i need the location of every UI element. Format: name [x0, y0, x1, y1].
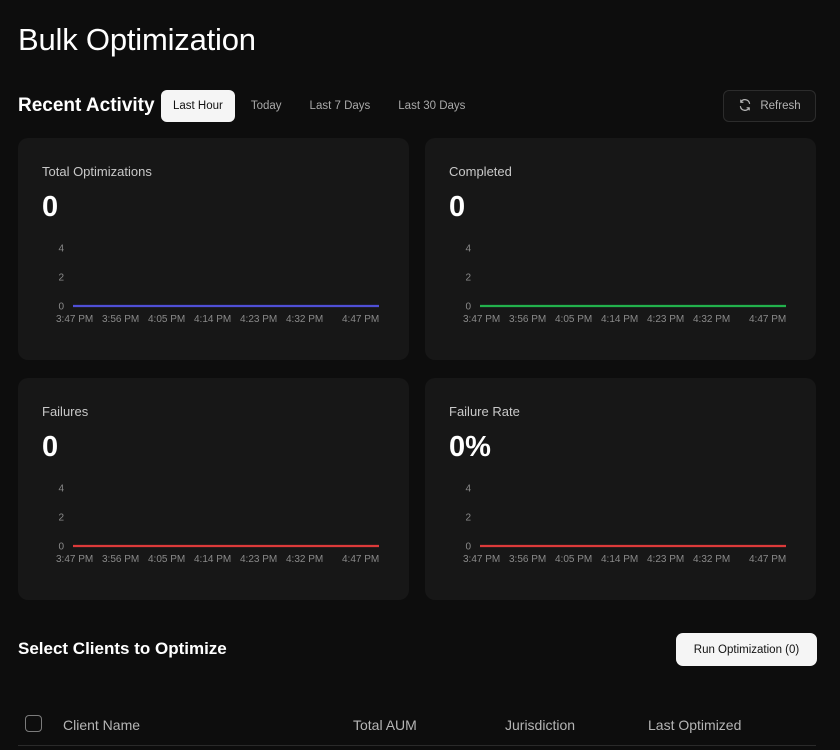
x-tick-label: 3:47 PM	[56, 314, 93, 325]
y-tick-label: 0	[465, 302, 471, 313]
y-tick-label: 4	[465, 484, 471, 495]
y-tick-label: 2	[465, 513, 471, 524]
column-client-name[interactable]: Client Name	[63, 717, 141, 733]
card-completed: Completed 0 0 2 4 3:47 PM 3:56 PM 4:05 PM 4:14…	[425, 138, 816, 360]
x-tick-label: 4:05 PM	[555, 554, 592, 565]
select-all-checkbox[interactable]	[25, 715, 42, 732]
tab-last-30-days[interactable]: Last 30 Days	[398, 100, 466, 112]
failures-chart: 0 2 4 3:47 PM 3:56 PM 4:05 PM 4:14 PM 4:23 PM 4:…	[56, 484, 379, 566]
x-tick-label: 3:56 PM	[509, 314, 546, 325]
x-tick-label: 4:14 PM	[601, 554, 638, 565]
x-tick-label: 3:56 PM	[102, 314, 139, 325]
recent-activity-title: Recent Activity	[18, 95, 155, 116]
refresh-label: Refresh	[760, 100, 801, 112]
y-tick-label: 4	[58, 484, 64, 495]
x-tick-label: 4:14 PM	[194, 554, 231, 565]
recent-activity-toolbar: Recent Activity Last Hour Today Last 7 D…	[18, 90, 816, 122]
x-tick-label: 3:47 PM	[463, 314, 500, 325]
clients-table-header: Client Name Total AUM Jurisdiction Last …	[18, 708, 816, 742]
tab-last-hour[interactable]: Last Hour	[161, 90, 235, 122]
run-optimization-button[interactable]: Run Optimization (0)	[676, 633, 817, 666]
card-value: 0	[42, 431, 59, 463]
y-tick-label: 2	[58, 513, 64, 524]
x-tick-label: 4:32 PM	[286, 314, 323, 325]
tab-last-7-days[interactable]: Last 7 Days	[309, 100, 371, 112]
x-tick-label: 3:47 PM	[463, 554, 500, 565]
card-value: 0%	[449, 431, 491, 463]
x-tick-label: 3:56 PM	[509, 554, 546, 565]
x-tick-label: 4:23 PM	[647, 554, 684, 565]
select-clients-title: Select Clients to Optimize	[18, 639, 227, 658]
card-label: Failure Rate	[449, 404, 520, 419]
refresh-button[interactable]: Refresh	[723, 90, 816, 122]
y-tick-label: 0	[58, 542, 64, 553]
card-failures: Failures 0 0 2 4 3:47 PM 3:56 PM 4:05 PM 4:14 …	[18, 378, 409, 600]
tab-today[interactable]: Today	[250, 100, 282, 112]
x-tick-label: 3:47 PM	[56, 554, 93, 565]
x-tick-label: 4:32 PM	[286, 554, 323, 565]
card-label: Failures	[42, 404, 89, 419]
x-tick-label: 4:47 PM	[749, 554, 786, 565]
x-tick-label: 4:32 PM	[693, 554, 730, 565]
x-tick-label: 4:23 PM	[647, 314, 684, 325]
x-tick-label: 4:23 PM	[240, 554, 277, 565]
y-tick-label: 4	[465, 244, 471, 255]
column-last-optimized[interactable]: Last Optimized	[648, 717, 742, 733]
total-optimizations-chart: 0 2 4 3:47 PM 3:56 PM 4:05 PM 4:14 PM 4:23 PM 4:…	[56, 244, 379, 326]
x-tick-label: 4:23 PM	[240, 314, 277, 325]
refresh-icon	[738, 98, 752, 115]
failure-rate-chart: 0 2 4 3:47 PM 3:56 PM 4:05 PM 4:14 PM 4:23 PM 4:…	[463, 484, 786, 566]
x-tick-label: 4:47 PM	[342, 554, 379, 565]
y-tick-label: 2	[465, 273, 471, 284]
x-tick-label: 4:05 PM	[555, 314, 592, 325]
x-tick-label: 4:05 PM	[148, 554, 185, 565]
y-tick-label: 4	[58, 244, 64, 255]
x-tick-label: 4:47 PM	[342, 314, 379, 325]
y-tick-label: 0	[58, 302, 64, 313]
completed-chart: 0 2 4 3:47 PM 3:56 PM 4:05 PM 4:14 PM 4:23 PM 4:…	[463, 244, 786, 326]
card-failure-rate: Failure Rate 0% 0 2 4 3:47 PM 3:56 PM 4:05 PM…	[425, 378, 816, 600]
page-title: Bulk Optimization	[18, 22, 256, 57]
y-tick-label: 0	[465, 542, 471, 553]
card-value: 0	[449, 191, 466, 223]
x-tick-label: 3:56 PM	[102, 554, 139, 565]
x-tick-label: 4:32 PM	[693, 314, 730, 325]
card-total-optimizations: Total Optimizations 0 0 2 4 3:47 PM 3:56 PM 4…	[18, 138, 409, 360]
y-tick-label: 2	[58, 273, 64, 284]
column-total-aum[interactable]: Total AUM	[353, 717, 417, 733]
x-tick-label: 4:14 PM	[194, 314, 231, 325]
card-label: Total Optimizations	[42, 164, 152, 179]
x-tick-label: 4:14 PM	[601, 314, 638, 325]
time-range-tabs: Last Hour Today Last 7 Days Last 30 Days	[161, 90, 481, 122]
column-jurisdiction[interactable]: Jurisdiction	[505, 717, 576, 733]
card-value: 0	[42, 191, 59, 223]
card-label: Completed	[449, 164, 512, 179]
x-tick-label: 4:47 PM	[749, 314, 786, 325]
x-tick-label: 4:05 PM	[148, 314, 185, 325]
table-divider	[18, 745, 816, 746]
